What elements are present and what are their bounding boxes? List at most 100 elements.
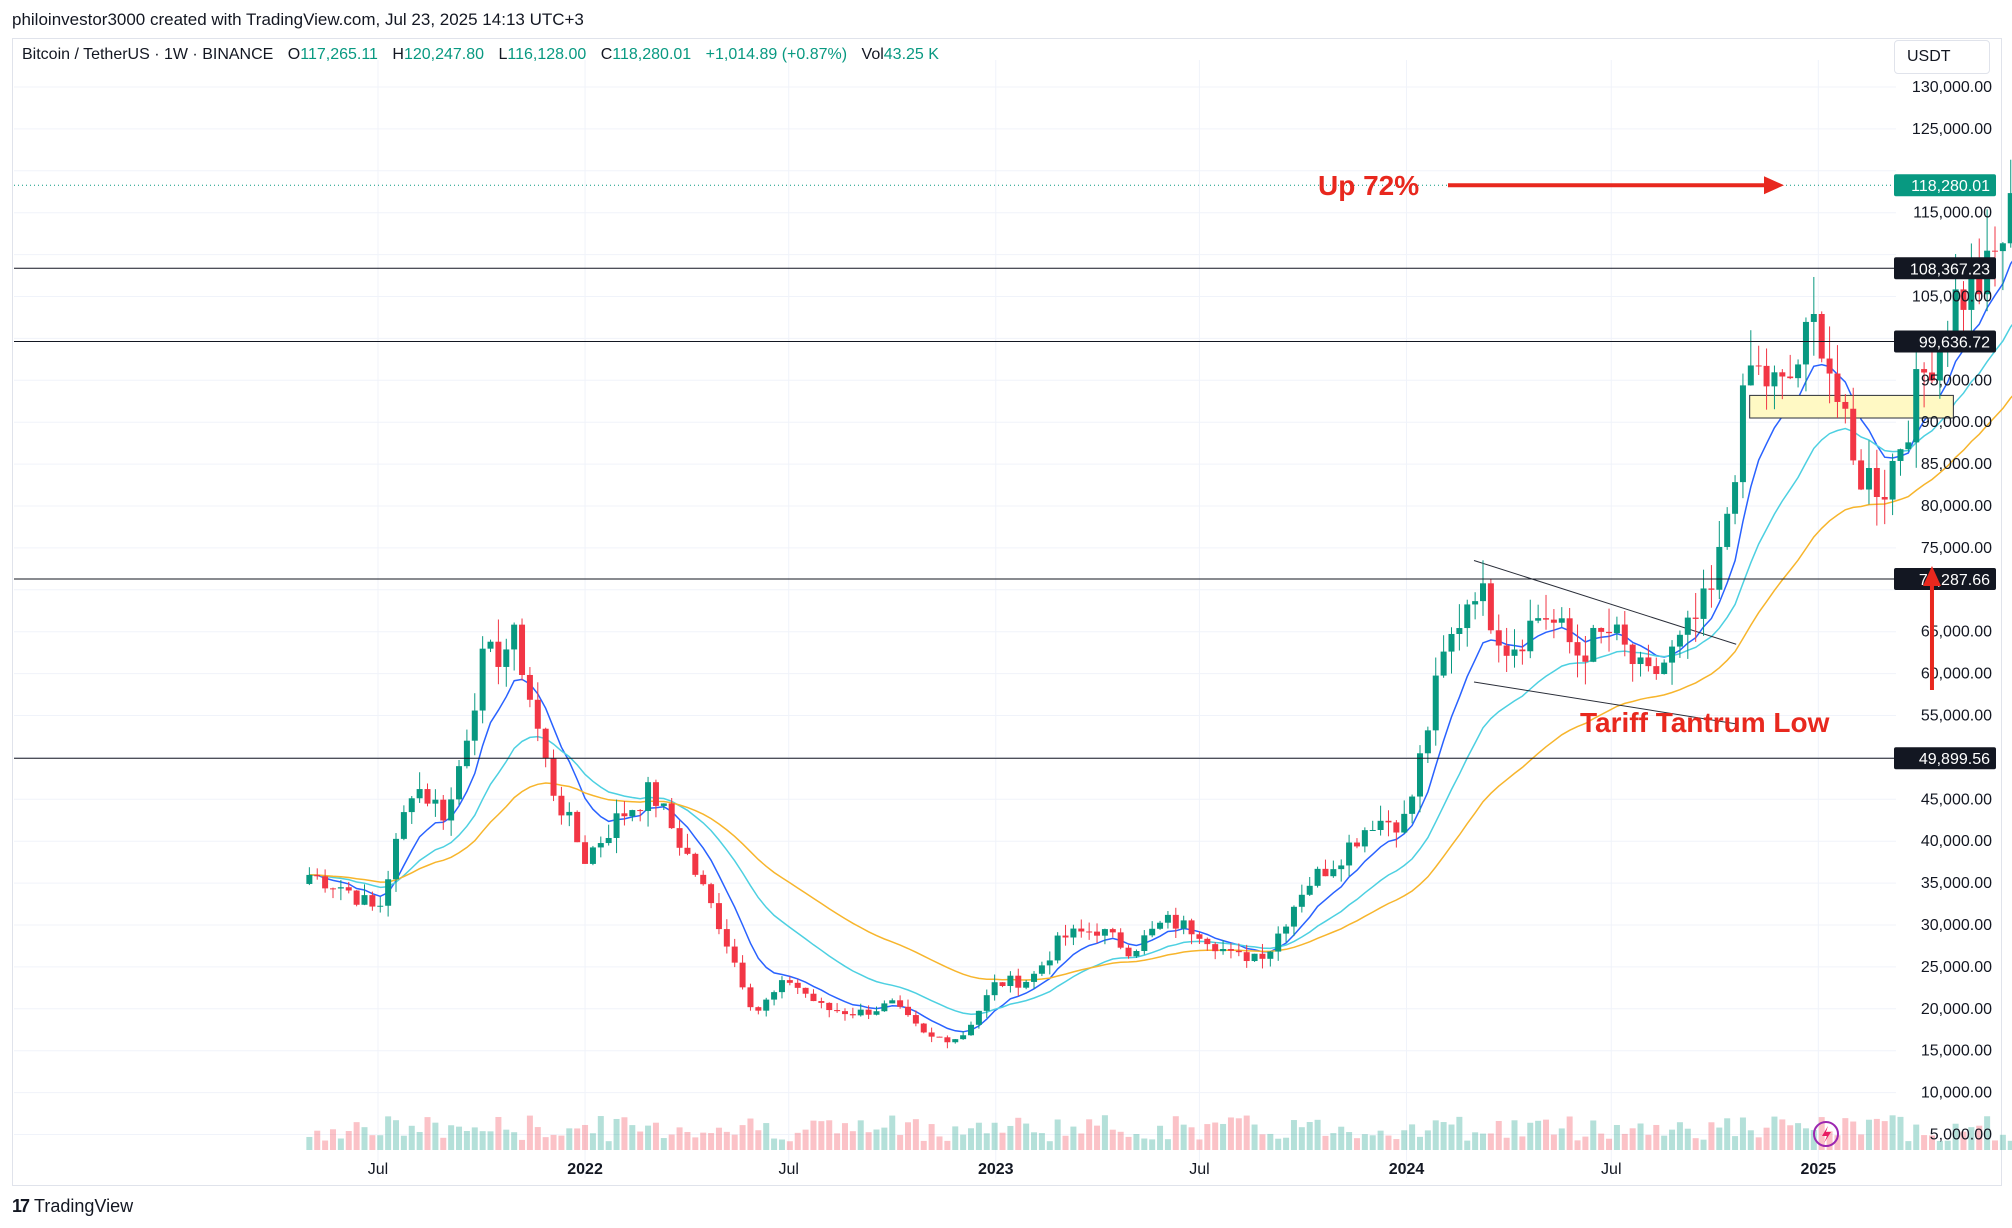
symbol-name[interactable]: Bitcoin / TetherUS · 1W · BINANCE (22, 46, 274, 63)
candle-body (534, 699, 541, 729)
candle (1818, 311, 1825, 363)
candle-body (1448, 633, 1455, 652)
candle-body (1054, 935, 1061, 961)
y-tick-label: 25,000.00 (1921, 959, 1992, 976)
candle (723, 919, 730, 954)
candle (1669, 640, 1676, 685)
candle (700, 870, 707, 886)
low-value: 116,128.00 (507, 46, 587, 63)
channel-upper-line (1473, 559, 1737, 645)
tradingview-logo[interactable]: 17 TradingView (12, 1196, 133, 1217)
currency-button[interactable]: USDT (1894, 40, 1990, 74)
symbol-legend: Bitcoin / TetherUS · 1W · BINANCE O117,2… (22, 46, 939, 64)
volume-bar (1149, 1139, 1156, 1150)
candle-body (920, 1023, 927, 1033)
candle (1810, 276, 1817, 356)
candle-body (1330, 869, 1337, 877)
candle-body (1842, 401, 1849, 409)
volume-bar (1550, 1134, 1557, 1150)
candle (1353, 838, 1360, 849)
candle (1653, 657, 1660, 680)
candle (1519, 639, 1526, 665)
candle (1401, 800, 1408, 834)
candle (1149, 921, 1156, 938)
volume-bar (944, 1140, 951, 1150)
candle (353, 890, 360, 907)
candle-body (589, 847, 596, 864)
candle (1897, 448, 1904, 476)
candle-body (1952, 289, 1959, 334)
candle (1133, 949, 1140, 958)
candle (920, 1022, 927, 1034)
candle-body (1172, 914, 1179, 929)
volume-bar (1125, 1136, 1132, 1150)
volume-bar (637, 1131, 644, 1150)
candle (487, 639, 494, 653)
candle (1212, 942, 1219, 960)
volume-bar (1944, 1140, 1951, 1150)
volume-bar (1346, 1132, 1353, 1150)
candle-body (952, 1039, 959, 1043)
high-label: H (392, 46, 404, 63)
candle (660, 803, 667, 811)
volume-bar (1314, 1119, 1321, 1150)
candle (826, 1002, 833, 1018)
candle-body (936, 1036, 943, 1038)
candle (503, 638, 510, 687)
candle (542, 727, 549, 768)
candle (1850, 387, 1857, 465)
candle-body (1724, 513, 1731, 547)
x-axis: Jul2022Jul2023Jul2024Jul2025Jul (368, 1161, 2012, 1178)
gridlines (14, 60, 1896, 1178)
volume-bar (1613, 1124, 1620, 1150)
candle (1188, 918, 1195, 945)
candle-body (1117, 932, 1124, 948)
volume-bar (684, 1131, 691, 1150)
candle-body (1353, 842, 1360, 847)
candle-body (747, 987, 754, 1008)
candle (463, 729, 470, 769)
volume-bar (1858, 1134, 1865, 1150)
candle (314, 868, 321, 880)
candle (1637, 651, 1644, 677)
candle-body (1802, 321, 1809, 365)
volume-bar (1070, 1126, 1077, 1150)
x-tick-label: Jul (1601, 1161, 1621, 1178)
candle (511, 622, 518, 671)
candle-body (542, 728, 549, 759)
candle (1046, 951, 1053, 975)
candle (692, 852, 699, 877)
candle (1708, 565, 1715, 608)
candle-body (1905, 442, 1912, 450)
candle-body (1826, 358, 1833, 374)
volume-bar (1984, 1116, 1991, 1150)
volume-bar (952, 1126, 959, 1150)
candle-body (1180, 920, 1187, 929)
volume-bar (1440, 1122, 1447, 1150)
volume-bar (889, 1115, 896, 1150)
volume-bar (1566, 1116, 1573, 1150)
descending-channel (1473, 559, 1737, 725)
volume-bar (589, 1133, 596, 1150)
candle-body (928, 1032, 935, 1037)
chart-frame (12, 38, 2002, 1186)
volume-bar (1976, 1125, 1983, 1150)
candle (629, 809, 636, 822)
volume-bar (1369, 1135, 1376, 1150)
volume-bar (1227, 1117, 1234, 1150)
candle-body (1606, 631, 1613, 634)
volume-bar (936, 1136, 943, 1150)
volume-bar (306, 1136, 313, 1150)
candle (1613, 616, 1620, 641)
candle-body (1416, 753, 1423, 797)
last-price-tag (1894, 174, 1996, 197)
candle (1676, 630, 1683, 658)
candle (1834, 345, 1841, 418)
level-price-tag (1894, 747, 1996, 770)
candle (471, 693, 478, 756)
candle-body (1078, 928, 1085, 932)
candle (1322, 859, 1329, 877)
candle-body (1007, 975, 1014, 987)
volume-bar (652, 1122, 659, 1150)
